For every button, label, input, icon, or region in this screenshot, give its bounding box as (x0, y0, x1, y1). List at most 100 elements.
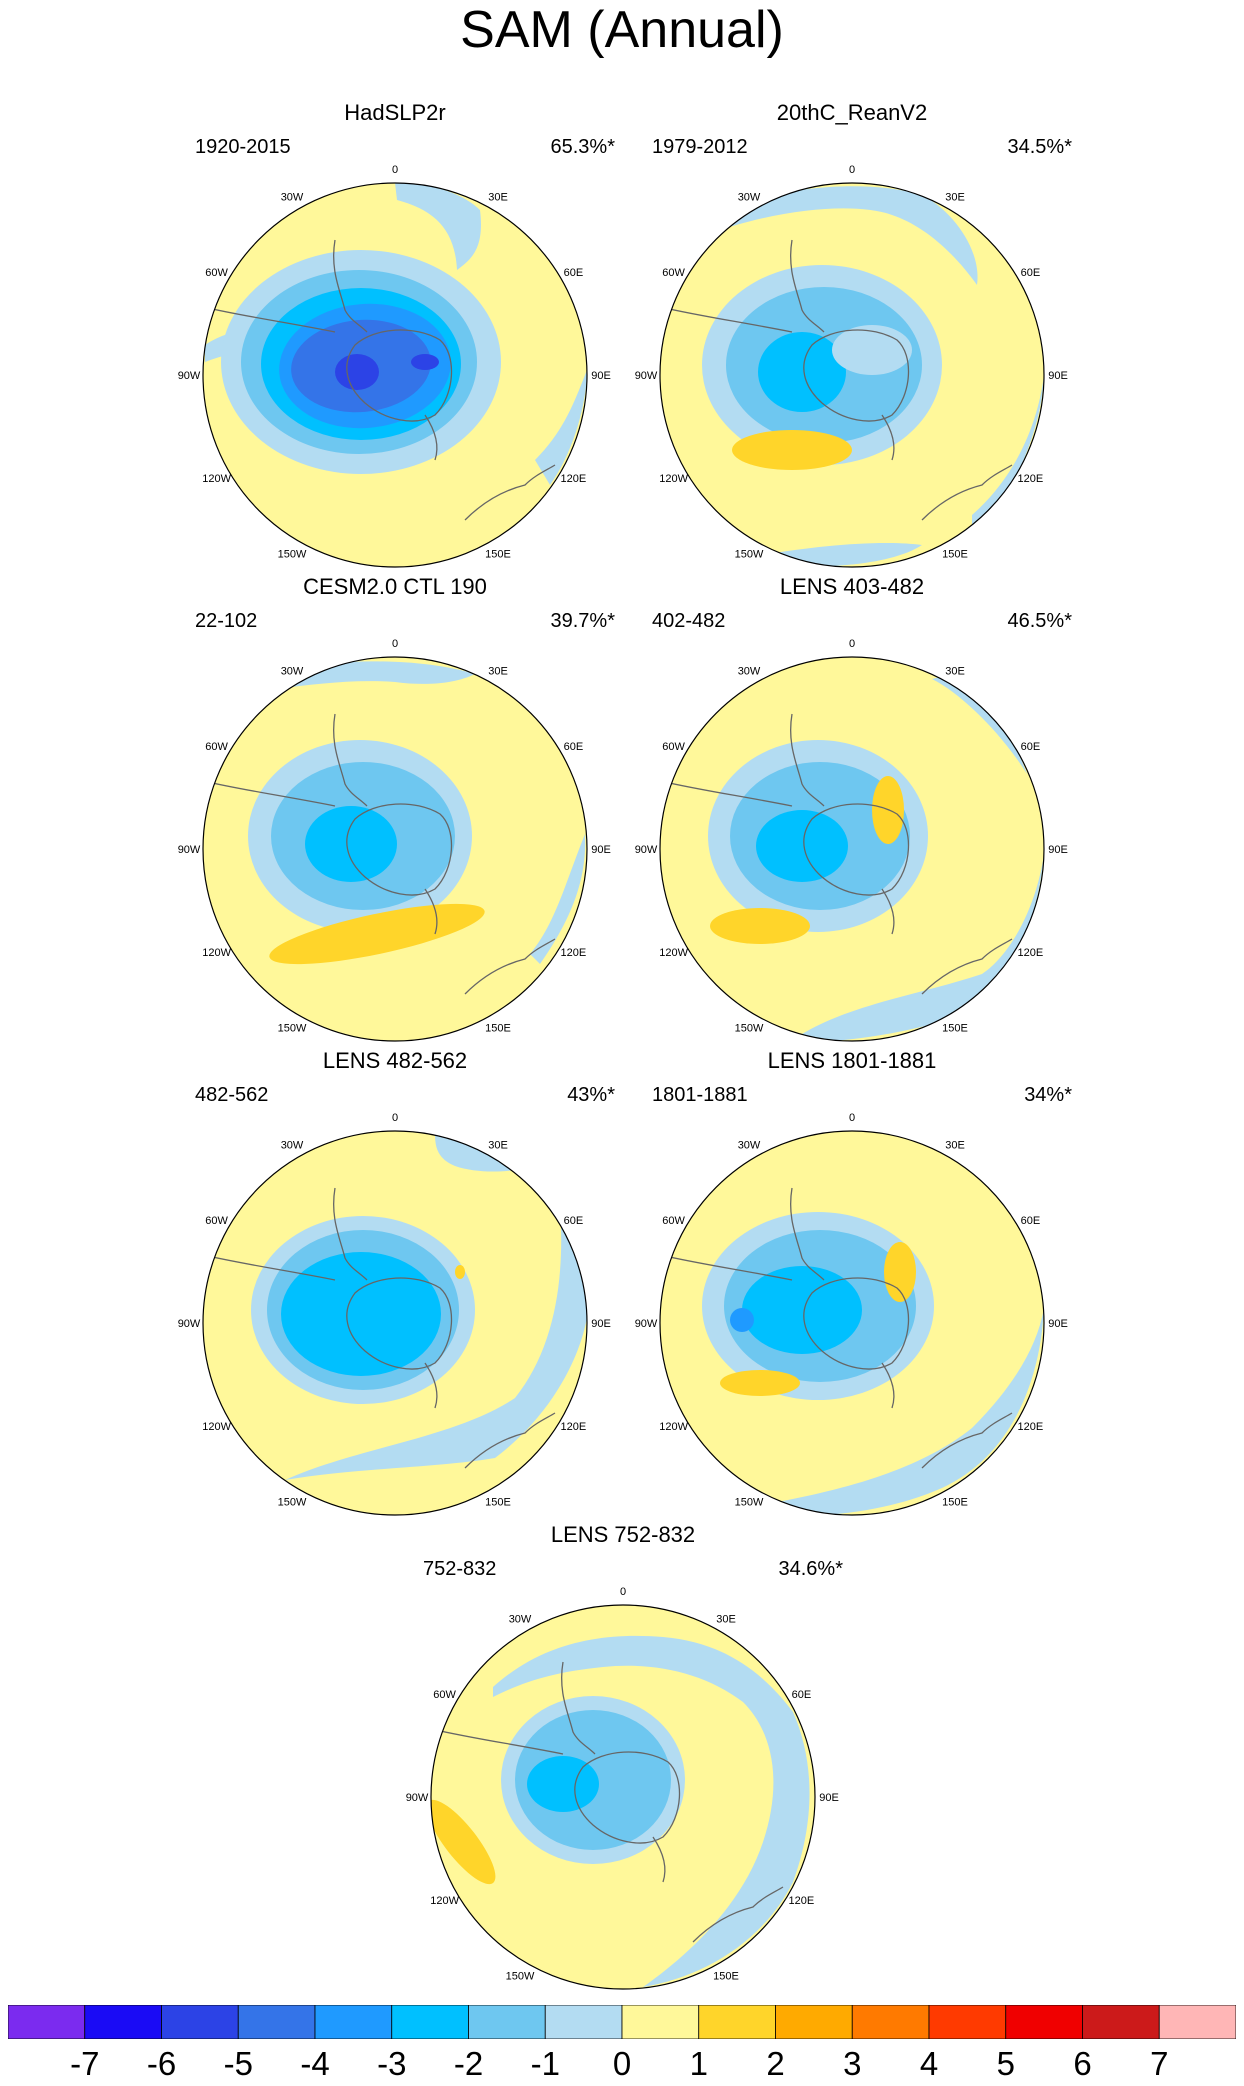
anomaly-contour (832, 325, 912, 375)
longitude-label: 150E (942, 1496, 968, 1508)
colorbar-swatch (621, 2005, 700, 2039)
longitude-label: 90E (1048, 844, 1068, 856)
longitude-label: 150W (506, 1970, 535, 1982)
coastline (790, 713, 825, 807)
colorbar-swatch (544, 2005, 623, 2039)
longitude-label: 60E (792, 1689, 812, 1701)
longitude-label: 150W (278, 548, 307, 560)
longitude-label: 30E (488, 666, 508, 678)
longitude-label: 30E (488, 192, 508, 204)
longitude-label: 60E (1021, 741, 1041, 753)
colorbar-swatch (1082, 2005, 1160, 2039)
longitude-label: 120E (1018, 947, 1044, 959)
panel-title: CESM2.0 CTL 190 (303, 574, 487, 599)
longitude-label: 0 (620, 1586, 626, 1598)
anomaly-contour (710, 908, 810, 944)
colorbar-swatch (314, 2005, 393, 2039)
map-panel-lens-482: 030E60E90E120E150E180150W120W90W60W30W L… (135, 1048, 655, 1518)
colorbar-swatch (8, 2005, 86, 2039)
longitude-label: 30E (716, 1614, 736, 1626)
longitude-label: 90W (178, 1318, 201, 1330)
coastline (333, 713, 368, 807)
panel-variance: 39.7%* (550, 610, 616, 632)
map-frame (202, 656, 588, 1042)
longitude-label: 90E (591, 844, 611, 856)
polar-map: 030E60E90E120E150E180150W120W90W60W30W (635, 164, 1068, 568)
longitude-label: 90W (178, 844, 201, 856)
map-frame (659, 1130, 1045, 1516)
map-panel-20thc-reanv2: 030E60E90E120E150E180150W120W90W60W30W 2… (592, 100, 1112, 570)
colorbar-swatch (775, 2005, 853, 2039)
longitude-label: 120W (659, 473, 688, 485)
colorbar-swatch (237, 2005, 316, 2039)
map-panel-lens-752: 030E60E90E120E150E180150W120W90W60W30W L… (363, 1522, 883, 1992)
colorbar-tick-label: -3 (377, 2045, 407, 2082)
colorbar-swatch (851, 2005, 930, 2039)
panel-title: 20thC_ReanV2 (776, 100, 928, 125)
longitude-label: 90W (635, 370, 658, 382)
antarctica-coastline (346, 803, 453, 896)
coastline (464, 938, 556, 995)
longitude-label: 30W (738, 1140, 761, 1152)
antarctica-coastline (803, 1277, 910, 1370)
coastline (464, 1412, 556, 1469)
panel-title: LENS 1801-1881 (767, 1048, 937, 1073)
anomaly-contour (281, 1252, 441, 1376)
longitude-label: 0 (392, 164, 398, 176)
anomaly-band (285, 1208, 587, 1480)
longitude-label: 60W (205, 1215, 228, 1227)
anomaly-band (395, 183, 481, 270)
longitude-label: 30W (281, 666, 304, 678)
map-frame (659, 656, 1045, 1042)
longitude-label: 90E (591, 370, 611, 382)
main-title: SAM (Annual) (460, 1, 784, 59)
longitude-label: 60E (1021, 267, 1041, 279)
longitude-label: 0 (392, 638, 398, 650)
longitude-label: 0 (849, 1112, 855, 1124)
longitude-label: 90W (406, 1792, 429, 1804)
longitude-label: 0 (392, 1112, 398, 1124)
anomaly-band (972, 375, 1044, 540)
polar-map: 030E60E90E120E150E180150W120W90W60W30W (178, 638, 611, 1042)
longitude-label: 0 (849, 638, 855, 650)
anomaly-contour (305, 806, 397, 882)
antarctica-coastline (346, 329, 453, 422)
longitude-label: 30E (945, 192, 965, 204)
longitude-label: 60W (662, 741, 685, 753)
colorbar-tick-label: -5 (223, 2045, 253, 2082)
longitude-label: 30W (281, 192, 304, 204)
polar-map: 030E60E90E120E150E180150W120W90W60W30W (635, 1112, 1068, 1516)
longitude-label: 120W (202, 1421, 231, 1433)
longitude-label: 60E (564, 1215, 584, 1227)
longitude-label: 120E (1018, 473, 1044, 485)
longitude-label: 30W (281, 1140, 304, 1152)
colorbar-tick-label: 7 (1150, 2045, 1169, 2082)
longitude-label: 150E (485, 1022, 511, 1034)
antarctica-coastline (346, 1277, 453, 1370)
panel-variance: 34%* (1024, 1084, 1072, 1106)
coastline (561, 1661, 596, 1755)
longitude-label: 30E (945, 1140, 965, 1152)
colorbar-swatch (928, 2005, 1007, 2039)
anomaly-contour (431, 1799, 496, 1885)
panel-title: LENS 752-832 (550, 1522, 696, 1547)
panel-variance: 34.6%* (778, 1558, 844, 1580)
anomaly-contour (732, 430, 852, 470)
longitude-label: 90E (819, 1792, 839, 1804)
panel-variance: 65.3%* (550, 136, 616, 158)
colorbar-swatch (1158, 2005, 1236, 2039)
panel-period: 1801-1881 (652, 1084, 748, 1106)
longitude-label: 60W (662, 1215, 685, 1227)
longitude-label: 0 (849, 164, 855, 176)
colorbar-tick-label: -6 (146, 2045, 177, 2082)
longitude-label: 150E (713, 1970, 739, 1982)
coastline (333, 239, 368, 333)
map-frame (202, 1130, 588, 1516)
longitude-label: 30E (488, 1140, 508, 1152)
longitude-label: 150E (942, 1022, 968, 1034)
panel-period: 1979-2012 (652, 136, 748, 158)
colorbar-tick-label: -7 (70, 2045, 100, 2082)
longitude-label: 60W (205, 267, 228, 279)
panel-period: 402-482 (652, 610, 726, 632)
anomaly-contour (730, 1308, 754, 1332)
